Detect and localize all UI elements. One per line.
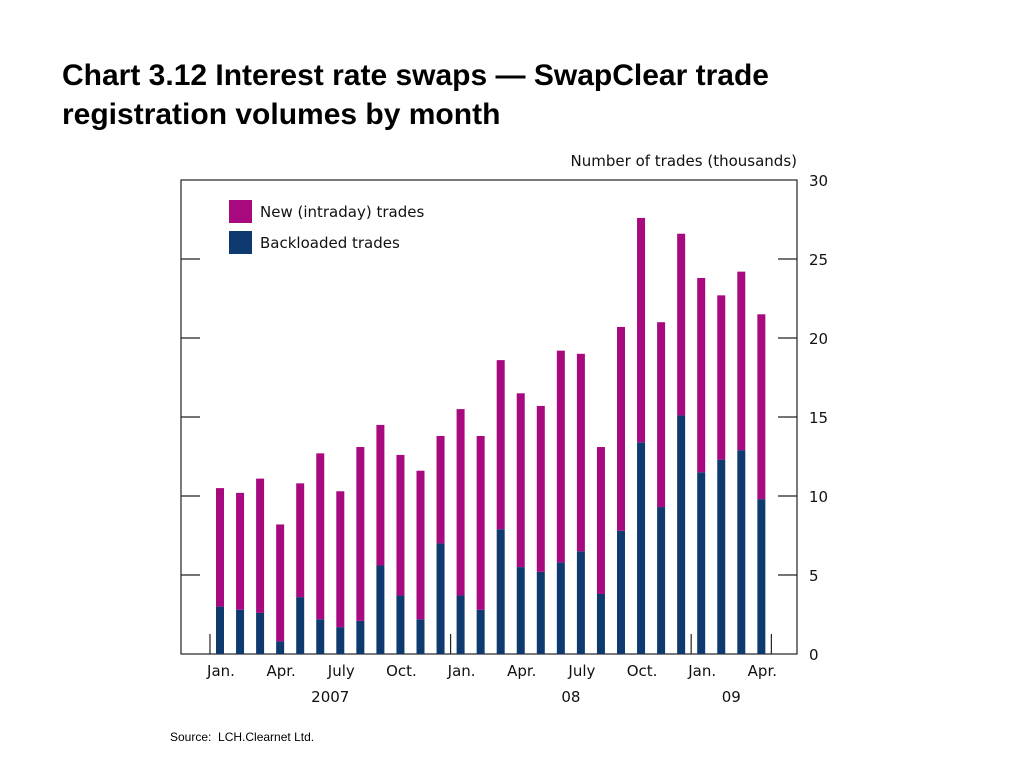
bar-backloaded	[617, 530, 625, 654]
bar-new-intraday	[677, 233, 686, 416]
bar-backloaded	[436, 543, 445, 654]
bar-new-intraday	[336, 491, 345, 628]
y-tick-label: 20	[809, 330, 828, 348]
x-tick-label: Apr.	[507, 662, 536, 680]
bar-backloaded	[316, 619, 325, 654]
bar-backloaded	[677, 415, 686, 654]
legend-swatch	[229, 231, 252, 254]
bar-new-intraday	[216, 488, 224, 607]
bar-backloaded	[697, 472, 706, 654]
bar-backloaded	[476, 609, 485, 654]
source-value: LCH.Clearnet Ltd.	[218, 730, 315, 744]
bar-backloaded	[737, 450, 746, 654]
x-tick-label: Apr.	[748, 662, 777, 680]
legend-label: New (intraday) trades	[260, 203, 424, 221]
bar-new-intraday	[236, 492, 245, 610]
source-label: Source:	[170, 730, 212, 744]
bar-new-intraday	[256, 478, 265, 613]
bar-backloaded	[236, 609, 245, 654]
bar-backloaded	[657, 507, 666, 654]
bars-group	[216, 217, 766, 654]
bar-backloaded	[757, 499, 766, 654]
axes-group: 0 5 10 15 20 25 30 Number of trades (thousands)…	[181, 152, 828, 706]
bar-new-intraday	[416, 470, 425, 620]
bar-new-intraday	[717, 295, 726, 460]
x-year-label: 08	[561, 688, 580, 706]
bar-backloaded	[456, 595, 465, 654]
bar-new-intraday	[657, 322, 666, 508]
bar-new-intraday	[436, 435, 445, 544]
x-tick-label: July	[567, 662, 595, 680]
x-tick-label: Apr.	[266, 662, 295, 680]
x-tick-label: Jan.	[206, 662, 235, 680]
x-tick-label: Jan.	[447, 662, 476, 680]
bar-new-intraday	[757, 314, 766, 500]
bar-backloaded	[516, 567, 525, 654]
bar-new-intraday	[576, 353, 585, 552]
y-tick-label: 0	[809, 646, 819, 664]
bar-backloaded	[596, 593, 605, 654]
y-tick-label: 30	[809, 172, 828, 190]
bar-new-intraday	[396, 454, 405, 596]
bar-backloaded	[637, 442, 646, 654]
x-tick-label: Jan.	[687, 662, 716, 680]
bar-backloaded	[336, 627, 345, 654]
bar-new-intraday	[556, 350, 565, 563]
bar-backloaded	[416, 619, 425, 654]
bar-new-intraday	[476, 435, 485, 610]
bar-backloaded	[536, 571, 545, 654]
bar-backloaded	[376, 565, 385, 654]
bar-backloaded	[296, 597, 305, 654]
bar-new-intraday	[456, 409, 465, 596]
bar-new-intraday	[596, 447, 605, 594]
bar-new-intraday	[697, 277, 706, 473]
bar-new-intraday	[637, 217, 646, 443]
x-year-label: 2007	[311, 688, 349, 706]
legend-label: Backloaded trades	[260, 234, 400, 252]
bar-backloaded	[576, 551, 585, 654]
chart-title: Chart 3.12 Interest rate swaps — SwapCle…	[62, 59, 769, 131]
bar-new-intraday	[376, 424, 385, 566]
bar-backloaded	[717, 459, 726, 654]
bar-backloaded	[256, 612, 265, 654]
bar-new-intraday	[316, 453, 325, 620]
bar-new-intraday	[516, 393, 525, 568]
y-tick-label: 10	[809, 488, 828, 506]
y-tick-label: 15	[809, 409, 828, 427]
bar-new-intraday	[496, 360, 505, 530]
legend-swatch	[229, 200, 252, 223]
x-tick-label: July	[327, 662, 355, 680]
y-tick-label: 25	[809, 251, 828, 269]
bar-new-intraday	[536, 405, 545, 572]
y-axis-label: Number of trades (thousands)	[571, 152, 797, 170]
bar-new-intraday	[737, 271, 746, 451]
legend: New (intraday) trades Backloaded trades	[229, 200, 424, 254]
bar-backloaded	[396, 595, 405, 654]
bar-backloaded	[556, 562, 565, 654]
bar-backloaded	[356, 620, 365, 654]
bar-new-intraday	[296, 483, 305, 598]
bar-backloaded	[276, 641, 285, 654]
x-tick-label: Oct.	[627, 662, 658, 680]
bar-new-intraday	[617, 326, 625, 531]
bar-new-intraday	[276, 524, 285, 642]
bar-new-intraday	[356, 447, 365, 621]
y-tick-label: 5	[809, 567, 819, 585]
x-tick-label: Oct.	[386, 662, 417, 680]
bar-backloaded	[216, 606, 224, 654]
x-year-label: 09	[722, 688, 741, 706]
source-note: Source: LCH.Clearnet Ltd.	[170, 730, 314, 744]
bar-backloaded	[496, 529, 505, 654]
